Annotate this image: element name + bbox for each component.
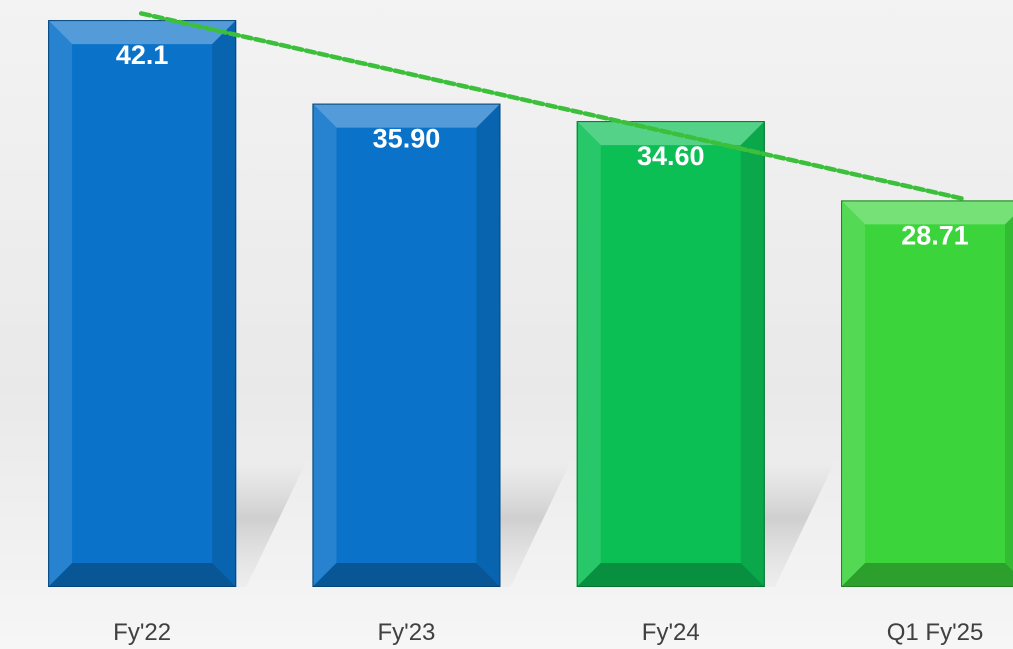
bar-bevel-bottom (841, 563, 1013, 587)
bar-bevel-top (312, 103, 501, 128)
bar-value-label-fy-23: 35.90 (373, 124, 441, 154)
category-label-fy-22: Fy'22 (113, 619, 171, 646)
category-label-fy-23: Fy'23 (377, 619, 435, 646)
bar-bevel-bottom (312, 563, 501, 587)
bar-fy-22 (48, 20, 237, 588)
bar-bevel-right (476, 103, 501, 587)
bar-bevel-left (576, 121, 601, 587)
bar-fy-24 (576, 121, 765, 588)
bar-face-fy-22 (48, 20, 237, 588)
bar-value-label-fy-22: 42.1 (116, 40, 169, 70)
bar-value-labels: 42.1 35.90 34.60 28.71 (116, 40, 969, 250)
bar-face-fy-24 (576, 121, 765, 587)
bar-value-label-q1-fy-25: 28.71 (901, 220, 969, 250)
category-axis-labels: Fy'22 Fy'23 Fy'24 Q1 Fy'25 (113, 619, 983, 646)
category-label-q1-fy-25: Q1 Fy'25 (887, 619, 984, 646)
bar-bevel-right (1005, 216, 1013, 571)
bar-bevel-left (841, 200, 866, 588)
bar-bevel-top (48, 20, 237, 45)
bar-bevel-right (212, 20, 237, 588)
bar-q1-fy-25 (841, 200, 1013, 588)
bar-bevel-bottom (576, 563, 765, 587)
bar-outline (48, 20, 237, 588)
trendline-dashed (138, 11, 968, 202)
bar-bevel-right (740, 121, 765, 587)
bar-face-q1-fy-25 (841, 200, 1013, 588)
bar-bevel-top (841, 200, 1013, 225)
bar-bevel-left (48, 20, 73, 588)
bar-fy-23 (312, 103, 501, 587)
bar-value-label-fy-24: 34.60 (637, 141, 705, 171)
bar-outline (841, 200, 1013, 588)
bar-face-fy-23 (312, 103, 501, 587)
bar-outline (312, 103, 501, 587)
bar-outline (576, 121, 765, 588)
bars (48, 20, 1013, 588)
bar-bevel-bottom (48, 563, 237, 587)
trendline (138, 11, 968, 202)
bar-bevel-left (312, 103, 337, 587)
category-label-fy-24: Fy'24 (642, 619, 700, 646)
